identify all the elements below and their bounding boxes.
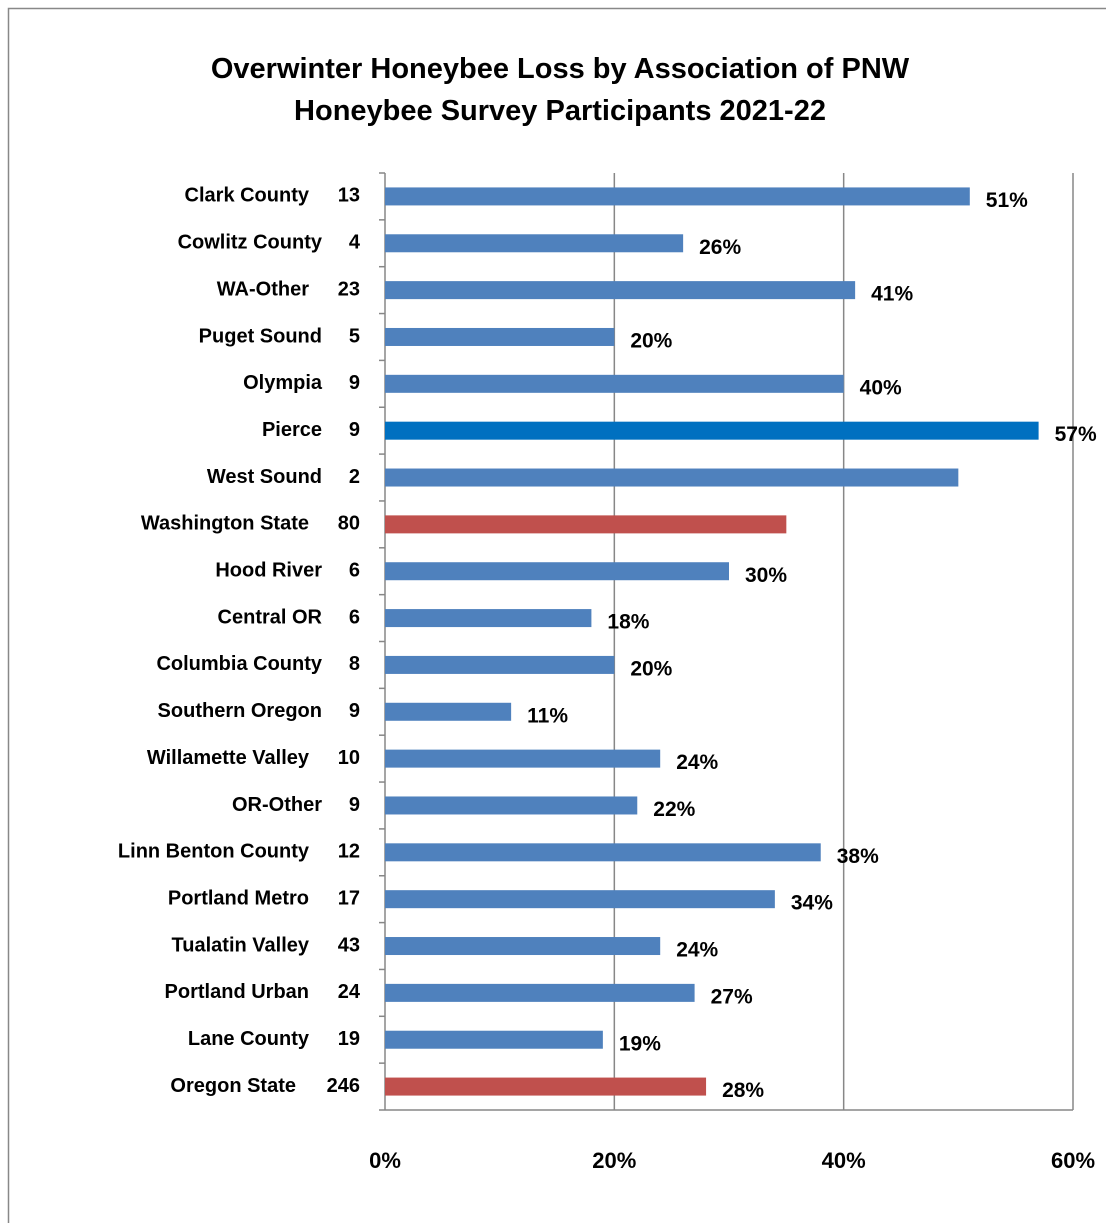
y-tick-label: Clark County (185, 185, 310, 207)
count-label: 9 (349, 372, 360, 394)
count-label: 246 (327, 1075, 360, 1097)
bar (385, 562, 729, 581)
y-tick-label: Portland Urban (165, 981, 309, 1003)
bar (385, 515, 787, 534)
y-tick-label: Tualatin Valley (172, 934, 310, 956)
value-label: 24% (676, 751, 718, 774)
count-label: 24 (338, 981, 361, 1003)
value-label: 40% (860, 376, 902, 399)
x-tick-label: 40% (822, 1148, 866, 1173)
value-label: 34% (791, 892, 833, 915)
bar (385, 327, 615, 346)
value-label: 51% (986, 189, 1028, 212)
y-tick-label: Washington State (141, 513, 309, 535)
count-label: 9 (349, 700, 360, 722)
count-label: 43 (338, 934, 360, 956)
count-label: 2 (349, 466, 360, 488)
bar (385, 281, 856, 300)
bar (385, 1077, 707, 1096)
bar (385, 655, 615, 674)
value-label: 28% (722, 1079, 764, 1102)
bar (385, 609, 592, 628)
chart-border (7, 7, 1106, 1223)
bar (385, 374, 844, 393)
y-tick-label: Puget Sound (199, 325, 322, 347)
value-label: 24% (676, 939, 718, 962)
y-tick-label: Willamette Valley (147, 747, 310, 769)
bar (385, 234, 684, 253)
value-label: 41% (871, 283, 913, 306)
value-label: 19% (619, 1032, 661, 1055)
count-label: 9 (349, 419, 360, 441)
bar (385, 187, 970, 206)
count-label: 19 (338, 1028, 360, 1050)
count-label: 10 (338, 747, 360, 769)
y-tick-label: Linn Benton County (118, 841, 310, 863)
y-tick-label: Oregon State (170, 1075, 296, 1097)
y-tick-label: Portland Metro (168, 887, 309, 909)
bar (385, 796, 638, 815)
value-label: 20% (630, 657, 672, 680)
bar (385, 983, 695, 1002)
y-tick-label: Olympia (243, 372, 323, 394)
bar (385, 421, 1039, 440)
count-label: 6 (349, 606, 360, 628)
value-label: 22% (653, 798, 695, 821)
value-label: 57% (1055, 423, 1097, 446)
x-tick-label: 60% (1051, 1148, 1095, 1173)
bar (385, 843, 821, 862)
bar (385, 1030, 603, 1049)
count-label: 5 (349, 325, 360, 347)
y-tick-label: Southern Oregon (158, 700, 322, 722)
count-label: 80 (338, 513, 360, 535)
count-label: 23 (338, 278, 360, 300)
value-label: 26% (699, 236, 741, 259)
value-label: 20% (630, 330, 672, 353)
bar (385, 749, 661, 768)
value-label: 27% (711, 985, 753, 1008)
chart-title: Overwinter Honeybee Loss by Association … (210, 53, 910, 127)
count-label: 6 (349, 560, 360, 582)
x-tick-label: 0% (369, 1148, 401, 1173)
count-label: 12 (338, 841, 360, 863)
x-tick-label: 20% (592, 1148, 636, 1173)
y-tick-label: Lane County (188, 1028, 310, 1050)
y-tick-label: Pierce (262, 419, 322, 441)
count-label: 13 (338, 185, 360, 207)
value-label: 11% (527, 704, 568, 727)
count-label: 8 (349, 653, 360, 675)
value-label: 38% (837, 845, 879, 868)
y-tick-label: Central OR (218, 606, 323, 628)
count-label: 4 (349, 232, 361, 254)
y-tick-label: Columbia County (156, 653, 322, 675)
count-label: 9 (349, 794, 360, 816)
y-tick-label: Cowlitz County (178, 232, 323, 254)
y-tick-label: WA-Other (217, 278, 309, 300)
y-tick-label: OR-Other (232, 794, 322, 816)
bar (385, 937, 661, 956)
y-tick-label: West Sound (207, 466, 322, 488)
count-label: 17 (338, 887, 360, 909)
bar (385, 468, 959, 487)
y-tick-label: Hood River (215, 560, 322, 582)
bar (385, 702, 512, 721)
value-label: 18% (607, 611, 649, 634)
bar (385, 890, 775, 909)
value-label: 30% (745, 564, 787, 587)
